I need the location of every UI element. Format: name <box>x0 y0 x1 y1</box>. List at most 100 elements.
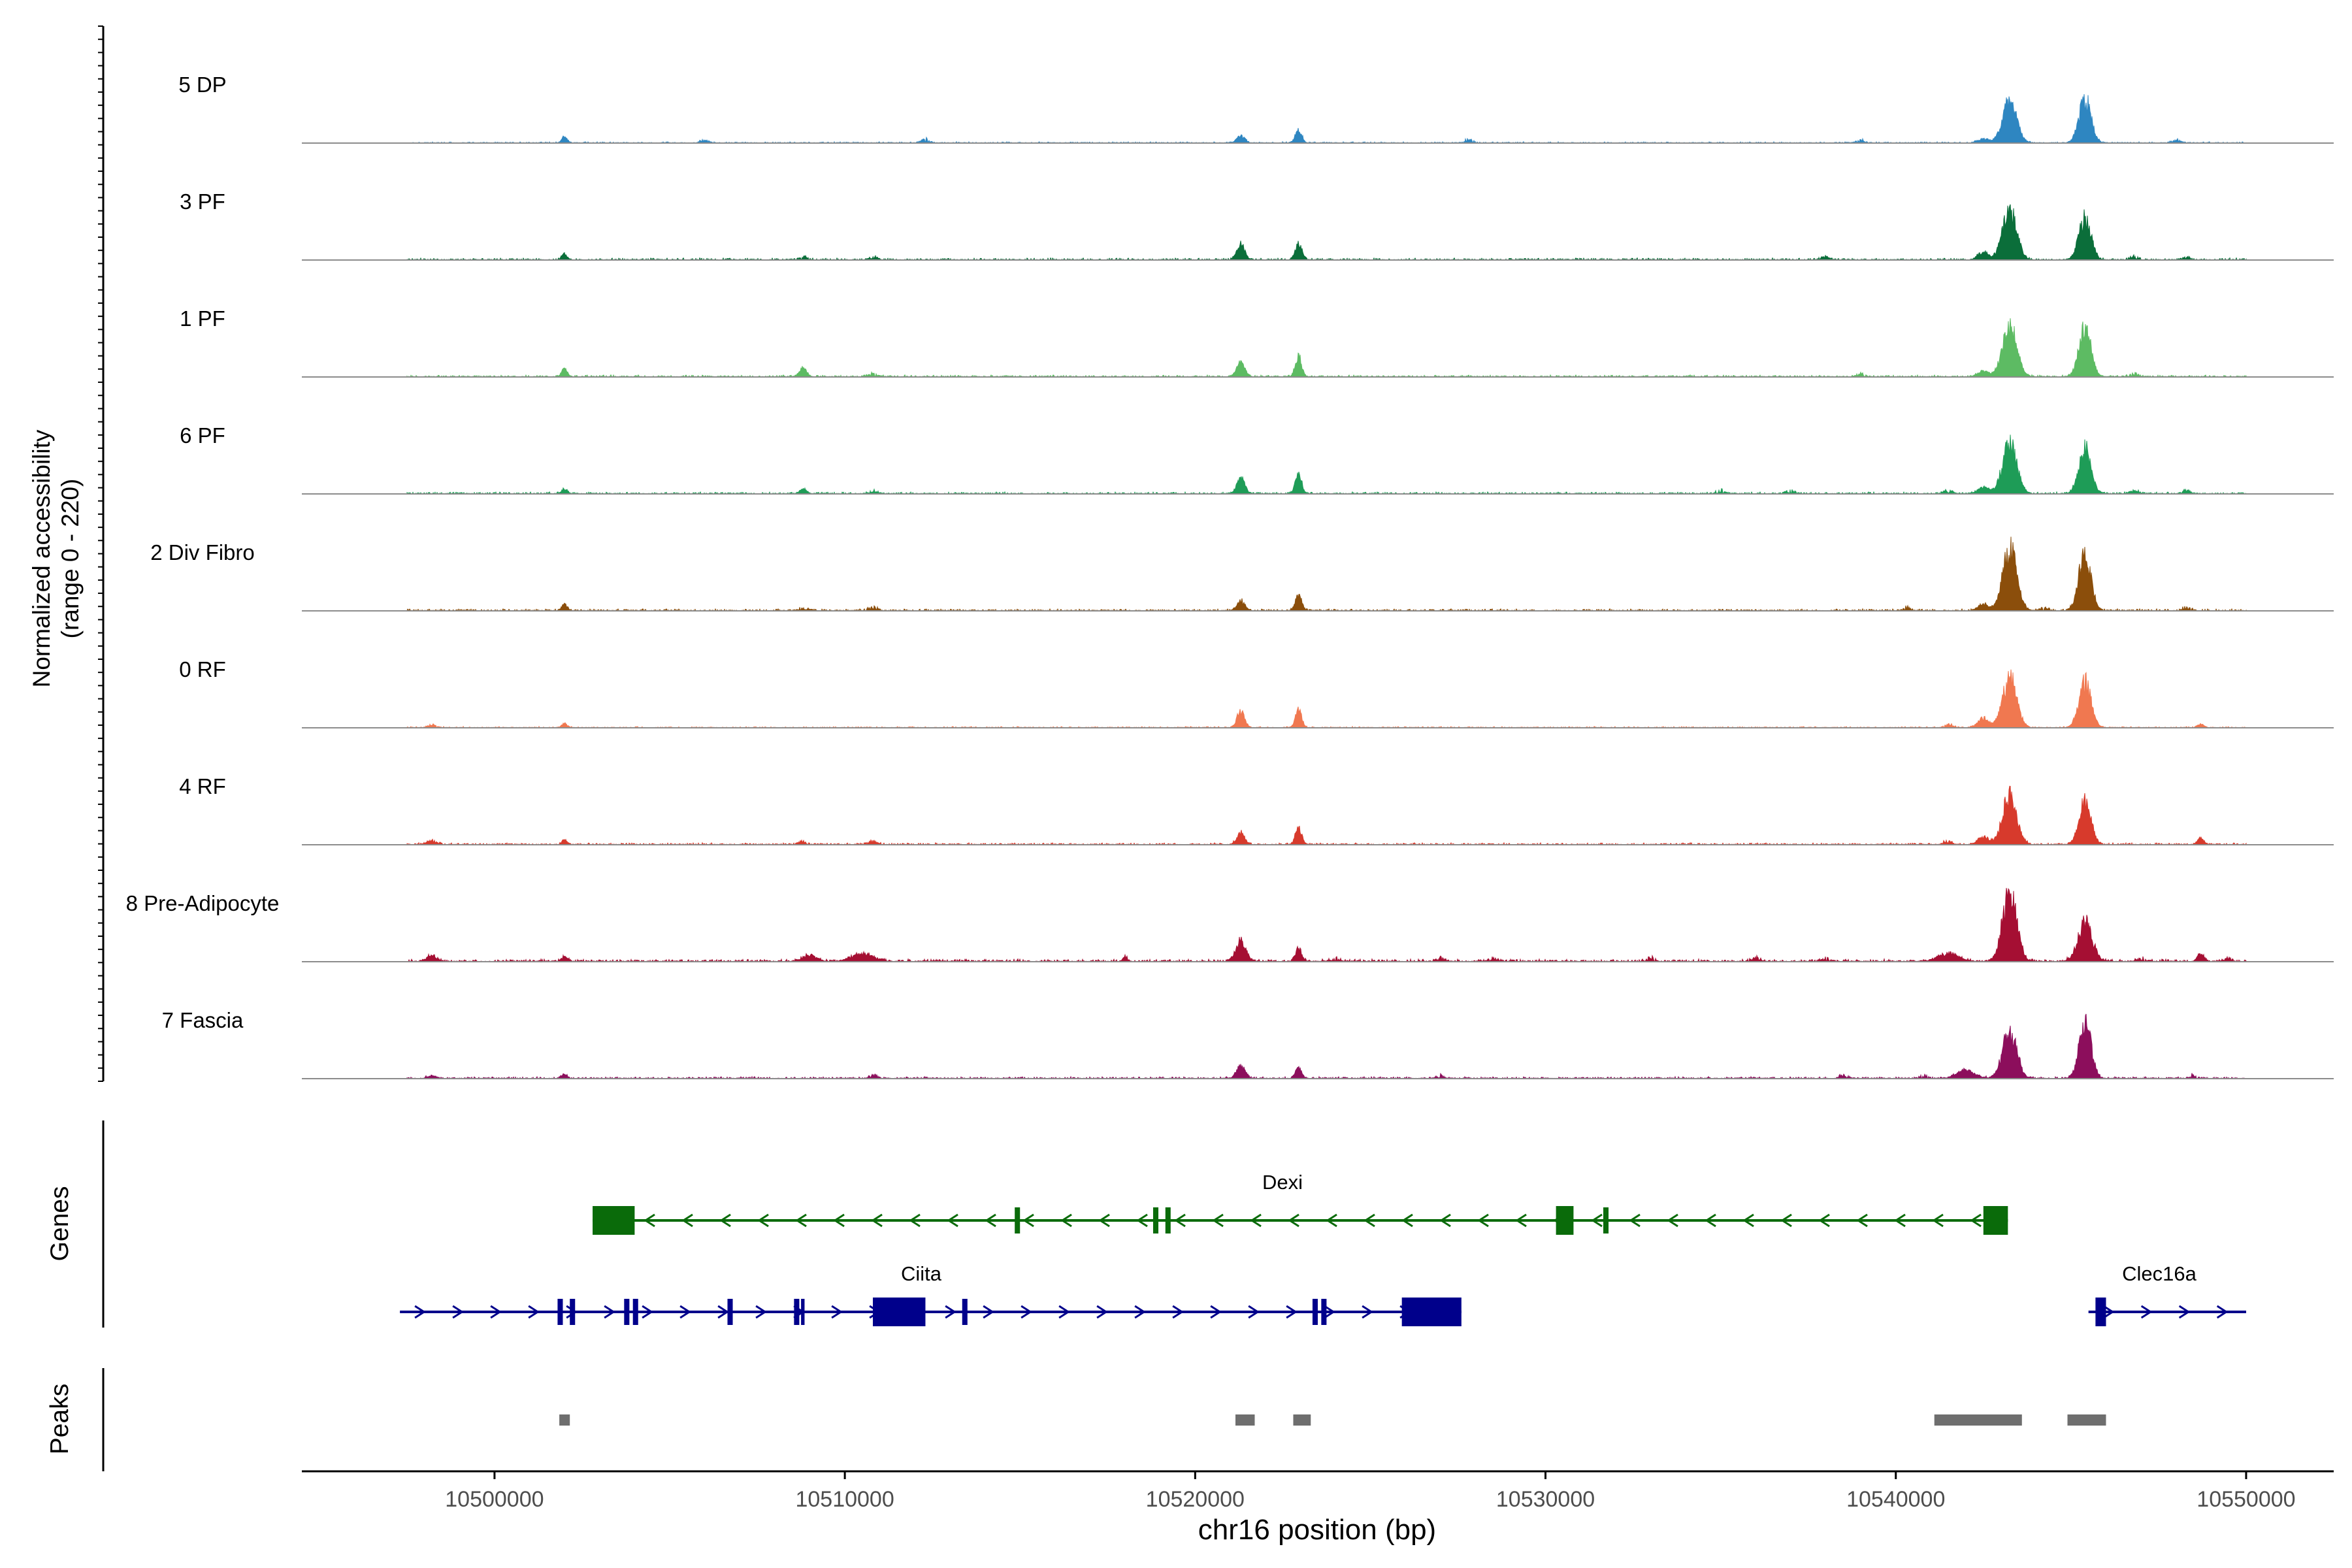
strand-chevron <box>1136 1213 1148 1228</box>
strand-chevron <box>1134 1305 1146 1319</box>
peak-region <box>1235 1414 1255 1426</box>
strand-chevron <box>1210 1305 1222 1319</box>
y-axis <box>98 25 105 1082</box>
strand-chevron <box>831 1305 843 1319</box>
y-axis-label-line1: Normalized accessibility <box>28 429 55 687</box>
coverage-area <box>406 318 2247 378</box>
coverage-area <box>406 94 2247 144</box>
track-label: 7 Fascia <box>162 1008 244 1032</box>
exon <box>727 1299 733 1325</box>
strand-chevron <box>679 1305 691 1319</box>
track-label: 5 DP <box>178 73 226 97</box>
exon <box>1321 1299 1327 1325</box>
strand-chevron <box>909 1213 921 1228</box>
peak-region <box>1934 1414 2022 1426</box>
strand-chevron <box>2216 1305 2229 1319</box>
strand-chevron <box>1250 1213 1262 1228</box>
gene-label: Ciita <box>901 1262 942 1285</box>
strand-chevron <box>1477 1213 1489 1228</box>
strand-chevron <box>833 1213 845 1228</box>
track-label: 8 Pre-Adipocyte <box>126 891 280 915</box>
strand-chevron <box>1894 1213 1906 1228</box>
gene-label: Dexi <box>1262 1171 1303 1194</box>
exon <box>624 1299 630 1325</box>
strand-chevron <box>757 1213 769 1228</box>
coverage-area <box>406 434 2247 495</box>
exon <box>1603 1207 1609 1233</box>
strand-chevron <box>1098 1213 1110 1228</box>
strand-chevron <box>1932 1213 1944 1228</box>
strand-chevron <box>717 1305 729 1319</box>
strand-chevron <box>1401 1213 1413 1228</box>
exon <box>632 1299 638 1325</box>
exon <box>1556 1206 1574 1235</box>
coverage-area <box>406 669 2247 728</box>
strand-chevron <box>604 1305 615 1319</box>
strand-chevron <box>2178 1305 2191 1319</box>
strand-chevron <box>1856 1213 1868 1228</box>
exon <box>962 1299 968 1325</box>
track-label: 2 Div Fibro <box>150 540 255 564</box>
strand-chevron <box>1172 1305 1184 1319</box>
exon <box>873 1298 926 1326</box>
strand-chevron <box>1288 1213 1299 1228</box>
x-tick-label: 10550000 <box>2197 1487 2295 1512</box>
strand-chevron <box>1970 1213 1982 1228</box>
strand-chevron <box>1629 1213 1641 1228</box>
y-axis-label-line2: (range 0 - 220) <box>57 479 84 639</box>
coverage-area <box>406 204 2247 261</box>
strand-chevron <box>871 1213 883 1228</box>
exon <box>570 1299 576 1325</box>
coverage-tracks: 5 DP 3 PF 1 PF 6 PF 2 Div Fibro 0 RF 4 RF 8 Pre… <box>126 73 2334 1080</box>
exon <box>1312 1299 1318 1325</box>
strand-chevron <box>719 1213 731 1228</box>
strand-chevron <box>947 1213 958 1228</box>
strand-chevron <box>490 1305 502 1319</box>
genes-panel-label: Genes <box>46 1186 74 1262</box>
coverage-area <box>406 888 2247 963</box>
strand-chevron <box>414 1305 426 1319</box>
strand-chevron <box>1780 1213 1792 1228</box>
strand-chevron <box>1364 1213 1375 1228</box>
coverage-area <box>406 1013 2247 1080</box>
strand-chevron <box>2102 1305 2115 1319</box>
strand-chevron <box>1022 1213 1034 1228</box>
strand-chevron <box>985 1213 996 1228</box>
strand-chevron <box>1362 1305 1373 1319</box>
peak-region <box>2067 1414 2106 1426</box>
track-label: 4 RF <box>179 774 226 798</box>
strand-chevron <box>1060 1213 1072 1228</box>
strand-chevron <box>1248 1305 1260 1319</box>
x-tick-label: 10540000 <box>1846 1487 1945 1512</box>
track-label: 1 PF <box>180 306 225 331</box>
strand-chevron <box>1591 1213 1603 1228</box>
x-tick-label: 10520000 <box>1146 1487 1245 1512</box>
x-axis: 10500000 10510000 10520000 10530000 10540000… <box>445 1471 2296 1512</box>
strand-chevron <box>452 1305 464 1319</box>
track-label: 3 PF <box>180 189 225 214</box>
x-axis-label: chr16 position (bp) <box>1198 1514 1436 1546</box>
strand-chevron <box>1439 1213 1451 1228</box>
coverage-area <box>406 785 2247 846</box>
strand-chevron <box>2140 1305 2153 1319</box>
exon <box>557 1299 563 1325</box>
exon <box>1015 1207 1021 1233</box>
peak-region <box>1293 1414 1311 1426</box>
strand-chevron <box>644 1213 655 1228</box>
x-tick-label: 10500000 <box>445 1487 544 1512</box>
strand-chevron <box>1324 1305 1335 1319</box>
strand-chevron <box>1705 1213 1716 1228</box>
exon <box>1165 1207 1171 1233</box>
exon <box>1401 1298 1462 1326</box>
x-tick-label: 10510000 <box>795 1487 894 1512</box>
strand-chevron <box>1286 1305 1298 1319</box>
exon <box>794 1299 800 1325</box>
strand-chevron <box>681 1213 693 1228</box>
strand-chevron <box>945 1305 956 1319</box>
strand-chevron <box>795 1213 807 1228</box>
strand-chevron <box>1742 1213 1754 1228</box>
strand-chevron <box>1058 1305 1070 1319</box>
strand-chevron <box>642 1305 653 1319</box>
exon <box>1152 1207 1159 1233</box>
